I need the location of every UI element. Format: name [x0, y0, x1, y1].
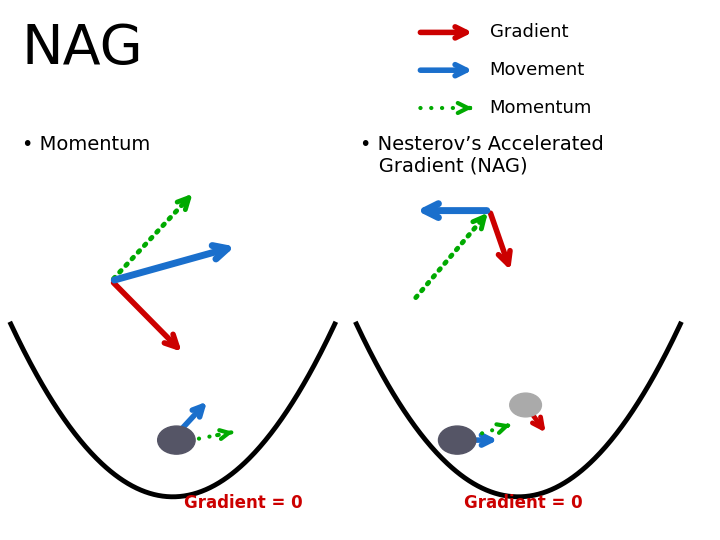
Text: • Momentum: • Momentum: [22, 135, 150, 154]
Text: • Nesterov’s Accelerated
   Gradient (NAG): • Nesterov’s Accelerated Gradient (NAG): [360, 135, 604, 176]
Text: NAG: NAG: [22, 22, 143, 76]
Text: Gradient = 0: Gradient = 0: [184, 494, 302, 512]
Text: Momentum: Momentum: [490, 99, 592, 117]
Circle shape: [438, 426, 476, 454]
Text: Gradient = 0: Gradient = 0: [464, 494, 583, 512]
Text: Gradient: Gradient: [490, 23, 568, 42]
Circle shape: [510, 393, 541, 417]
Text: Movement: Movement: [490, 61, 585, 79]
Circle shape: [158, 426, 195, 454]
